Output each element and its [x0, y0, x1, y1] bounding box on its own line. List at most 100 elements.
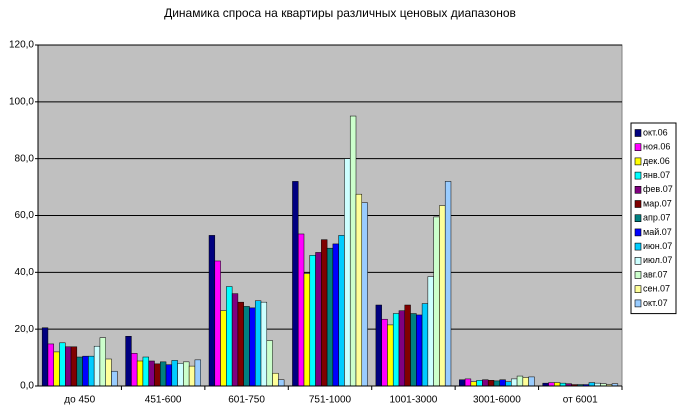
bar	[326, 247, 334, 387]
legend-label: янв.07	[643, 170, 670, 180]
bar	[292, 181, 299, 387]
bar	[355, 193, 363, 387]
bar	[99, 337, 106, 387]
bar	[321, 239, 328, 387]
bar	[260, 301, 268, 387]
x-tick-label: 601-750	[228, 395, 265, 406]
bar	[266, 340, 273, 387]
bar	[392, 313, 400, 387]
y-tick-label: 80,0	[15, 153, 35, 164]
legend-swatch	[634, 256, 642, 265]
bar	[165, 364, 173, 387]
legend-label: июл.07	[643, 255, 672, 265]
legend-label: дек.06	[643, 156, 670, 166]
bar	[548, 382, 555, 387]
bar	[131, 353, 138, 387]
bar	[427, 276, 434, 387]
legend-label: фев.07	[643, 184, 673, 194]
bar	[459, 379, 466, 387]
bar	[375, 304, 382, 387]
legend-label: июн.07	[643, 241, 672, 251]
bar	[254, 300, 262, 387]
bar	[361, 202, 368, 387]
bar	[88, 355, 95, 387]
bar	[220, 310, 227, 387]
y-tick-label: 60,0	[15, 210, 35, 221]
bar	[171, 360, 178, 387]
legend-swatch	[634, 200, 642, 208]
legend-label: апр.07	[643, 213, 670, 223]
bar	[249, 307, 256, 387]
bar	[303, 273, 311, 387]
legend-label: окт.06	[643, 127, 668, 137]
bar	[349, 115, 357, 387]
legend-label: авг.07	[643, 269, 667, 279]
legend-label: окт.07	[643, 298, 668, 308]
bar	[47, 343, 54, 387]
legend-swatch	[634, 285, 642, 294]
bar	[482, 379, 489, 387]
bar	[183, 361, 190, 387]
bar	[142, 356, 149, 387]
bar	[522, 377, 529, 387]
x-tick-label: 451-600	[145, 395, 182, 406]
bar	[470, 381, 477, 387]
bar	[499, 379, 506, 387]
bar	[65, 346, 72, 387]
bar	[487, 380, 495, 387]
bar	[41, 327, 49, 387]
bar	[154, 363, 161, 387]
bar	[439, 205, 446, 387]
y-tick-label: 40,0	[15, 267, 35, 278]
bar	[53, 351, 60, 387]
bar	[416, 314, 423, 387]
x-tick-label: 1001-3000	[390, 395, 438, 406]
bar	[160, 361, 167, 387]
legend-swatch	[634, 299, 642, 308]
bar	[272, 372, 279, 387]
bar	[226, 286, 233, 387]
y-tick-label: 100,0	[9, 96, 34, 107]
legend-label: май.07	[643, 227, 672, 237]
bar	[410, 313, 417, 387]
bar	[82, 355, 89, 387]
bar	[93, 345, 101, 387]
bar	[105, 358, 112, 387]
legend-swatch	[634, 157, 642, 166]
x-tick-label: от 6001	[563, 395, 598, 406]
bar	[381, 318, 388, 387]
bar	[309, 255, 316, 387]
x-tick-label: 3001-6000	[473, 395, 521, 406]
bar	[194, 359, 201, 387]
bar	[332, 243, 339, 387]
x-tick-label: 751-1000	[309, 395, 352, 406]
legend-swatch	[634, 242, 642, 251]
bar	[511, 378, 518, 387]
bar	[421, 303, 429, 387]
chart-title: Динамика спроса на квартиры различных це…	[164, 6, 516, 20]
legend-label: ноя.06	[643, 142, 670, 152]
bar	[237, 301, 244, 387]
bar	[493, 380, 500, 387]
bar	[588, 382, 595, 387]
bar	[315, 252, 322, 387]
legend-swatch	[634, 143, 642, 151]
bar	[554, 382, 561, 387]
bar	[344, 158, 351, 387]
legend-swatch	[634, 129, 642, 137]
bar	[177, 363, 184, 387]
bar	[297, 233, 305, 387]
y-tick-label: 20,0	[15, 324, 35, 335]
bar	[76, 356, 83, 387]
bar	[243, 306, 250, 387]
bar	[59, 342, 66, 387]
y-tick-label: 120,0	[9, 40, 34, 51]
bar	[136, 360, 144, 387]
bar	[464, 378, 472, 387]
bar	[208, 235, 216, 387]
bar	[214, 260, 221, 387]
bar	[398, 310, 406, 387]
bar	[338, 235, 345, 387]
bar	[444, 181, 452, 387]
